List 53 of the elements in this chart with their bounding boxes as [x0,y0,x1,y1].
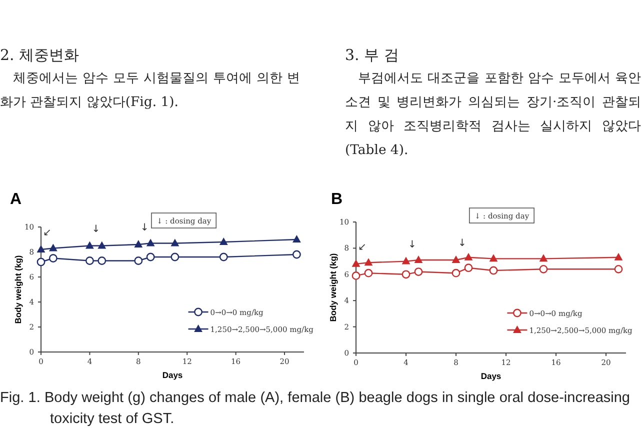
point [86,256,94,265]
point [98,256,106,265]
point [170,252,180,262]
point [292,235,301,242]
annotation: ↓ [140,222,149,234]
point [48,254,58,262]
point [48,244,58,252]
point [452,255,460,263]
point [402,256,410,264]
point [414,255,423,263]
point [414,268,423,276]
point [452,268,460,278]
point [134,256,143,265]
point [170,238,180,246]
point [489,254,498,262]
chart-title: B [331,191,343,208]
point [98,241,106,249]
point [86,241,94,249]
point [36,245,46,252]
point [146,238,155,246]
point [364,268,373,278]
caption: Fig. 1. Body weight (g) changes of male (A), female (B) beagle dogs in single oral dose-increasing toxicity test of GST. [0,389,630,429]
text: 체중에서는 암수 모두 시험물질의 투여에 의한 변화가 관찰되지 않았다(Fig. 1). [0,70,300,112]
point [146,252,155,262]
x-axis-title: Days [480,371,502,381]
point [464,252,473,260]
point [134,240,143,248]
point [219,238,228,245]
text: 2. 체중변화 [0,45,80,66]
chart-title: A [10,191,22,208]
text: 3. 부 검 [345,45,400,66]
point [352,259,360,267]
point [364,258,373,266]
point [539,254,548,262]
point [219,252,228,262]
annotation: ↓ [92,224,100,235]
point [352,272,360,280]
y-axis-title: Body weight (kg) [13,255,23,324]
point [36,258,46,266]
point [402,270,410,279]
point [539,264,548,274]
point [614,264,623,274]
y-axis-title: Body weight (kg) [328,253,338,322]
annotation: ↙ [358,242,366,253]
annotation: ↙ [43,228,52,238]
x-axis-title: Days [162,370,183,380]
point [464,264,473,272]
point [489,266,498,275]
point [292,250,301,259]
annotation: ↓ [408,239,416,250]
point [614,252,623,260]
text: 부검에서도 대조군을 포함한 암수 모두에서 육안소견 및 병리변화가 의심되는 장기·조직이 관찰되지 않아 조직병리학적 검사는 실시하지 않았다(Table 4). [345,70,641,160]
annotation: ↓ [458,238,466,249]
